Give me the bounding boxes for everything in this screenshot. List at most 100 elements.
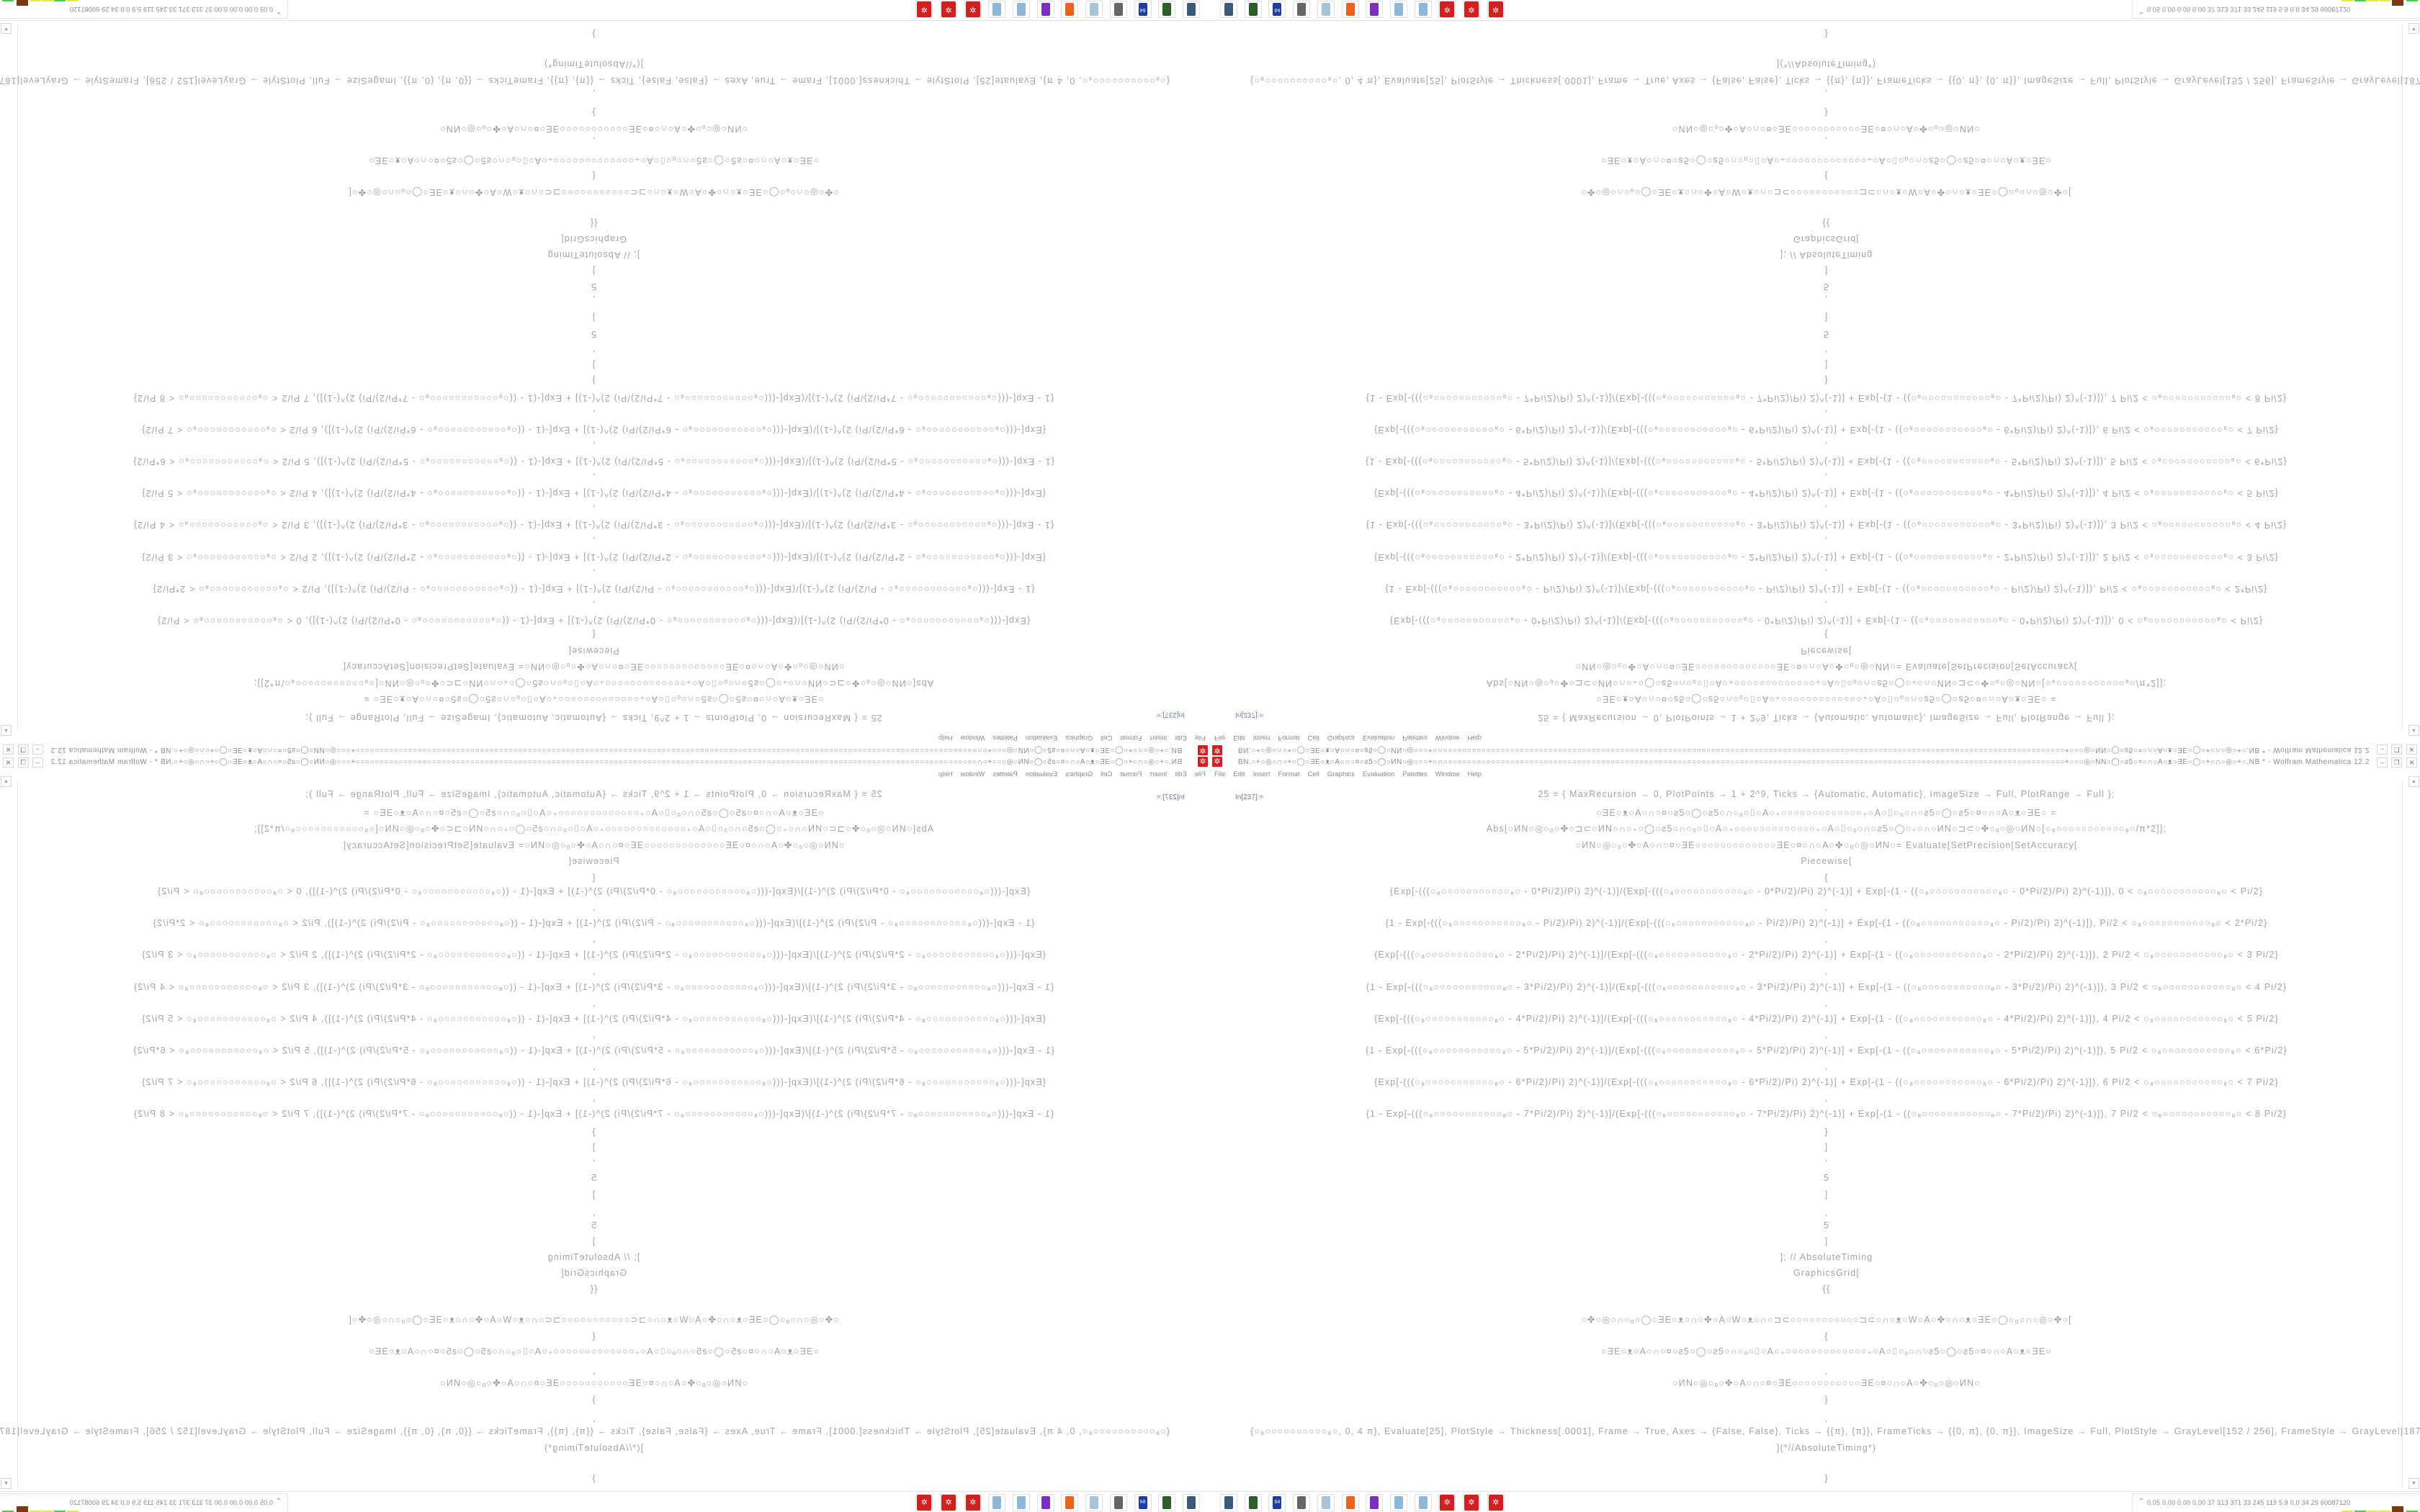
code-line[interactable]: { <box>591 171 596 181</box>
taskbar-mathematica-button[interactable]: ✲ <box>1487 1 1505 18</box>
code-line[interactable]: 5 <box>1823 329 1830 339</box>
code-line[interactable]: {○₈○○○○○○○○○○₈○, 0, 4 π}, Evaluate[25], … <box>0 76 1170 86</box>
code-line[interactable]: , <box>1824 504 1829 514</box>
taskbar-purple-app-button[interactable] <box>1366 1494 1384 1511</box>
code-line[interactable]: ] <box>1824 1142 1829 1152</box>
scroll-down-button[interactable]: ▼ <box>1 1478 12 1489</box>
code-line[interactable]: ○ƎE○ᴥ○A○∩○¤○ƨ5○◯○ƨ5○∩○ₒ○⌷○A○₊○○○○○○○○○○○… <box>367 1346 820 1356</box>
code-line[interactable]: 5 <box>1823 1220 1830 1230</box>
taskbar-terminal-button[interactable] <box>1293 1494 1311 1511</box>
taskbar-floppy-disk-button[interactable]: 64 <box>1268 1 1286 18</box>
taskbar-calculator-button[interactable] <box>1013 1 1031 18</box>
code-line[interactable]: } <box>1824 29 1829 39</box>
code-line[interactable]: } <box>591 29 596 39</box>
taskbar-mathematica-button[interactable]: ✲ <box>1438 1494 1456 1511</box>
menu-cell[interactable]: Cell <box>1307 770 1319 778</box>
taskbar-computer-monitor-button[interactable] <box>1183 1 1200 18</box>
code-line[interactable]: , <box>591 1413 596 1423</box>
code-line[interactable]: ○ƎE○ᴥ○A○∩○¤○ƨ5○◯○ƨ5○∩○ₒ○⌷○A○₊○○○○○○○○○○○… <box>1600 1346 2053 1356</box>
menu-format[interactable]: Format <box>1278 734 1300 742</box>
code-line[interactable]: {○₈○○○○○○○○○○₈○, 0, 4 π}, Evaluate[25], … <box>0 1426 1170 1436</box>
menu-graphics[interactable]: Graphics <box>1327 734 1355 742</box>
taskbar-calculator-button[interactable] <box>988 1494 1006 1511</box>
code-line[interactable]: {Exp[-(((○₈○○○○○○○○○○○₈○ - 6*Pi/2)/Pi) 2… <box>1374 425 2279 435</box>
code-line[interactable]: { <box>1824 873 1829 883</box>
code-line[interactable]: {1 - Exp[-(((○₈○○○○○○○○○○○₈○ - 5*Pi/2)/P… <box>133 1045 1054 1056</box>
code-line[interactable]: , <box>1824 1207 1829 1218</box>
taskbar-mathematica-button[interactable]: ✲ <box>915 1494 933 1511</box>
code-line[interactable]: 25 = { MaxRecursion → 0, PlotPoints → 1 … <box>305 713 882 723</box>
close-button[interactable]: ✕ <box>3 744 14 755</box>
taskbar-terminal-button[interactable] <box>1109 1 1127 18</box>
code-line[interactable]: } <box>591 1473 596 1483</box>
menu-window[interactable]: Window <box>1435 770 1460 778</box>
code-line[interactable]: {1 - Exp[-(((○₈○○○○○○○○○○○₈○ - 7*Pi/2)/P… <box>1366 1109 2287 1119</box>
code-line[interactable]: , <box>591 1207 596 1218</box>
menu-window[interactable]: Window <box>960 734 985 742</box>
code-line[interactable]: {Exp[-(((○₈○○○○○○○○○○○₈○ - 4*Pi/2)/Pi) 2… <box>1374 488 2279 498</box>
menu-format[interactable]: Format <box>1120 734 1142 742</box>
taskbar-firefox-button[interactable] <box>1061 1494 1079 1511</box>
code-line[interactable]: {1 - Exp[-(((○₈○○○○○○○○○○○₈○ - 7*Pi/2)/P… <box>133 393 1054 403</box>
code-line[interactable]: , <box>591 934 596 944</box>
code-line[interactable]: ] <box>1824 360 1829 370</box>
code-line[interactable]: ](*//AbsoluteTiming*) <box>1776 1443 1877 1453</box>
code-line[interactable]: {Exp[-(((○₈○○○○○○○○○○○₈○ - 0*Pi/2)/Pi) 2… <box>1389 886 2264 896</box>
menu-help[interactable]: Help <box>1467 770 1482 778</box>
menu-edit[interactable]: Edit <box>1233 734 1245 742</box>
code-line[interactable]: Piecewise[ <box>1801 646 1852 656</box>
code-line[interactable]: {{ <box>1822 1284 1831 1294</box>
code-line[interactable]: , <box>591 966 596 976</box>
code-line[interactable]: { <box>1824 629 1829 639</box>
taskbar-mathematica-button[interactable]: ✲ <box>1438 1 1456 18</box>
code-line[interactable]: , <box>1824 89 1829 99</box>
code-line[interactable]: ] <box>1824 1236 1829 1246</box>
menu-graphics[interactable]: Graphics <box>1065 770 1093 778</box>
code-line[interactable]: GraphicsGrid[ <box>560 234 627 244</box>
code-line[interactable]: ] <box>1824 312 1829 323</box>
menu-cell[interactable]: Cell <box>1307 734 1319 742</box>
code-line[interactable]: {○₈○○○○○○○○○○₈○, 0, 4 π}, Evaluate[25], … <box>1250 76 2420 86</box>
close-button[interactable]: ✕ <box>2406 744 2417 755</box>
taskbar-firefox-button[interactable] <box>1341 1 1359 18</box>
code-line[interactable]: 5 <box>1823 1173 1830 1183</box>
code-line[interactable]: , <box>591 409 596 419</box>
code-line[interactable]: {1 - Exp[-(((○₈○○○○○○○○○○○₈○ - 3*Pi/2)/P… <box>1366 520 2287 530</box>
taskbar-calculator-button[interactable] <box>1389 1 1407 18</box>
menu-help[interactable]: Help <box>938 734 953 742</box>
menu-graphics[interactable]: Graphics <box>1327 770 1355 778</box>
code-line[interactable]: ○✤○◎○∩○ₒ○◯○ƎE○ᴥ○∩○✤○A○W○ᴥ○∩○⊐⊂○○○○○○○○○○… <box>348 1315 839 1325</box>
code-line[interactable]: ]; // AbsoluteTiming <box>1780 250 1873 260</box>
code-line[interactable]: Piecewise[ <box>568 646 619 656</box>
code-line[interactable]: , <box>1824 136 1829 146</box>
close-button[interactable]: ✕ <box>3 757 14 768</box>
menu-edit[interactable]: Edit <box>1175 734 1187 742</box>
scroll-up-button[interactable]: ▲ <box>2408 725 2419 736</box>
scroll-down-button[interactable]: ▼ <box>2408 1478 2419 1489</box>
taskbar-notepad-button[interactable] <box>1085 1 1103 18</box>
code-line[interactable]: ○ИN○◎○ₒ○✤○A○∩○¤○ƎE○○○○○○○○○○○ƎE○¤○∩○A○✤○… <box>439 1378 748 1388</box>
code-line[interactable]: , <box>591 902 596 912</box>
tray-expand-icon[interactable]: ⌃ <box>275 6 282 14</box>
minimize-button[interactable]: – <box>2377 744 2388 755</box>
scroll-up-button[interactable]: ▲ <box>1 776 12 787</box>
code-line[interactable]: } <box>591 375 596 385</box>
taskbar-computer-monitor-button[interactable] <box>1220 1 1237 18</box>
code-line[interactable]: ○ƎE○ᴥ○A○∩○¤○ƨ5○◯○ƨ5○∩○ₒ○⌷○A○₊○○○○○○○○○○○… <box>363 694 824 704</box>
code-line[interactable]: , <box>591 441 596 451</box>
taskbar-calculator-button[interactable] <box>1389 1494 1407 1511</box>
code-line[interactable]: 5 <box>590 282 597 292</box>
taskbar-green-device-button[interactable] <box>1244 1 1262 18</box>
taskbar-mathematica-button[interactable]: ✲ <box>964 1494 982 1511</box>
code-line[interactable]: ○ИN○◎○ₒ○✤○A○∩○¤○ƎE○○○○○○○○○○○ƎE○¤○∩○A○✤○… <box>1672 124 1981 134</box>
code-line[interactable]: , <box>591 136 596 146</box>
taskbar-calculator-button[interactable] <box>988 1 1006 18</box>
code-line[interactable]: ○ƎE○ᴥ○A○∩○¤○ƨ5○◯○ƨ5○∩○ₒ○⌷○A○₊○○○○○○○○○○○… <box>1600 156 2053 166</box>
code-line[interactable]: , <box>591 472 596 482</box>
taskbar-purple-app-button[interactable] <box>1366 1 1384 18</box>
code-line[interactable]: {1 - Exp[-(((○₈○○○○○○○○○○○₈○ - 7*Pi/2)/P… <box>133 1109 1054 1119</box>
code-line[interactable]: ]; // AbsoluteTiming <box>547 1252 640 1262</box>
code-line[interactable]: ] <box>1824 266 1829 276</box>
code-line[interactable]: , <box>591 1030 596 1040</box>
code-line[interactable]: , <box>1824 1030 1829 1040</box>
